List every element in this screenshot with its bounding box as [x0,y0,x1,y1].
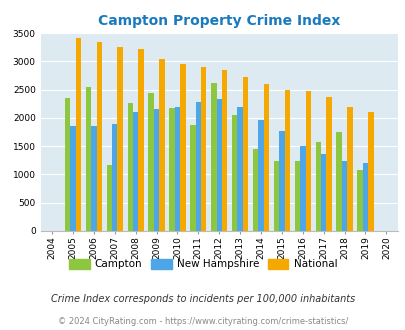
Bar [336,132,341,231]
Text: © 2024 CityRating.com - https://www.cityrating.com/crime-statistics/: © 2024 CityRating.com - https://www.city… [58,317,347,326]
Bar [112,123,117,231]
Bar [305,91,310,231]
Bar [91,126,96,231]
Bar [70,126,75,231]
Bar [85,87,91,231]
Bar [231,115,237,231]
Bar [222,70,227,231]
Bar [190,125,195,231]
Bar [148,93,153,231]
Bar [237,107,242,231]
Bar [159,59,164,231]
Bar [75,38,81,231]
Bar [200,67,206,231]
Bar [216,99,222,231]
Bar [273,161,279,231]
Legend: Campton, New Hampshire, National: Campton, New Hampshire, National [64,255,341,274]
Bar [127,103,132,231]
Text: Crime Index corresponds to incidents per 100,000 inhabitants: Crime Index corresponds to incidents per… [51,294,354,304]
Bar [362,163,367,231]
Bar [132,112,138,231]
Bar [356,170,362,231]
Bar [252,149,258,231]
Bar [96,42,102,231]
Bar [211,83,216,231]
Bar [169,108,174,231]
Bar [346,107,352,231]
Bar [117,47,123,231]
Bar [326,97,331,231]
Bar [294,161,299,231]
Bar [341,161,346,231]
Bar [138,50,143,231]
Bar [284,89,289,231]
Bar [279,131,284,231]
Bar [320,154,326,231]
Bar [174,107,180,231]
Title: Campton Property Crime Index: Campton Property Crime Index [98,14,339,28]
Bar [263,84,269,231]
Bar [153,109,159,231]
Bar [242,77,248,231]
Bar [258,119,263,231]
Bar [107,165,112,231]
Bar [180,64,185,231]
Bar [195,102,200,231]
Bar [315,142,320,231]
Bar [367,112,373,231]
Bar [65,98,70,231]
Bar [299,146,305,231]
